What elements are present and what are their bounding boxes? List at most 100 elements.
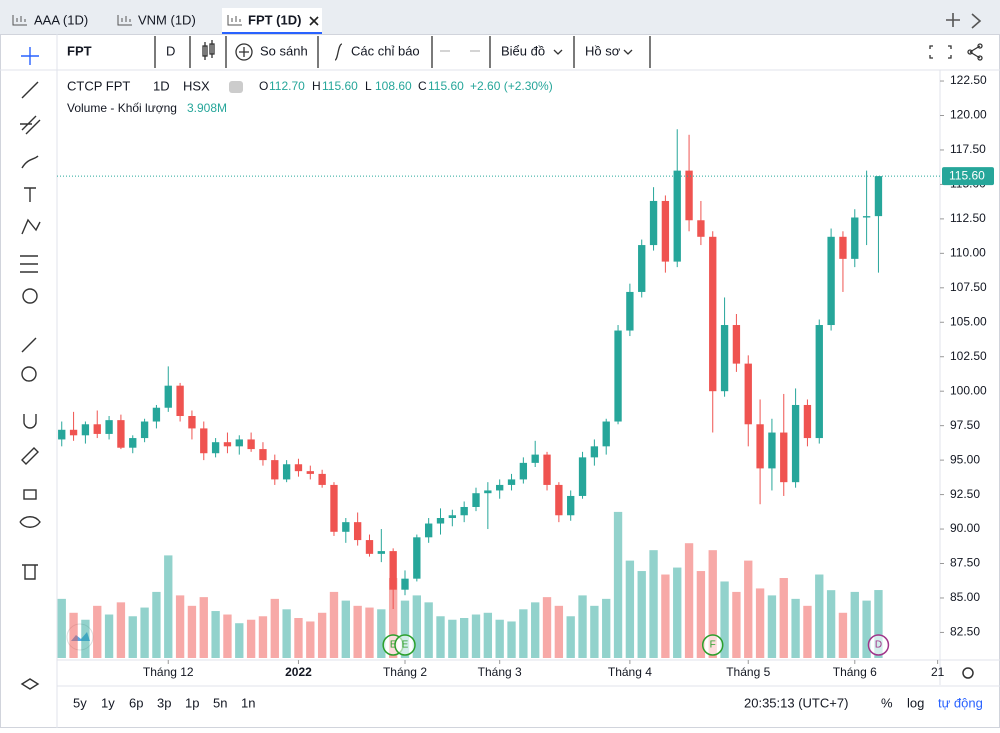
x-tick-label: 2022 xyxy=(285,665,312,679)
legend-value: 115.60 xyxy=(428,79,464,93)
candle-body xyxy=(365,540,374,554)
compare[interactable]: So sánh xyxy=(260,43,308,58)
x-tick-label: Tháng 5 xyxy=(726,665,770,679)
event-marker[interactable] xyxy=(394,634,416,656)
collapse-button[interactable] xyxy=(229,81,243,93)
volume-bar xyxy=(696,571,706,658)
range-button[interactable]: 1y xyxy=(101,695,115,710)
volume-bar xyxy=(412,595,421,658)
candle-body xyxy=(673,170,681,262)
candle-body xyxy=(709,236,717,392)
candle-body xyxy=(247,439,255,450)
event-label: F xyxy=(710,640,716,651)
y-tick-label: 82.50 xyxy=(950,625,980,639)
indicators[interactable]: Các chỉ báo xyxy=(351,43,420,58)
volume-bar xyxy=(128,616,137,658)
auto-button[interactable]: tự động xyxy=(938,695,983,710)
range-button[interactable]: 5n xyxy=(213,695,227,710)
candle-body xyxy=(330,484,338,532)
tab[interactable]: VNM (1D) xyxy=(138,12,196,27)
y-tick-label: 100.00 xyxy=(950,383,987,397)
legend-change: +2.60 (+2.30%) xyxy=(470,79,553,93)
candle-body xyxy=(200,428,208,454)
volume-bar xyxy=(779,578,788,658)
candle-body xyxy=(555,484,563,516)
settings-icon[interactable] xyxy=(962,667,974,679)
candle-body xyxy=(744,363,752,425)
volume-bar xyxy=(211,611,220,658)
candle-body xyxy=(93,424,101,434)
volume-bar xyxy=(744,560,753,658)
volume-bar xyxy=(448,619,457,658)
candle-body xyxy=(164,385,172,408)
active-tab[interactable] xyxy=(222,8,322,34)
volume-bar xyxy=(460,618,469,658)
tab[interactable]: FPT (1D) xyxy=(248,12,301,27)
candle-body xyxy=(318,473,326,485)
y-tick-label: 97.50 xyxy=(950,418,980,432)
event-label: D xyxy=(875,640,882,651)
last-price-label: 115.60 xyxy=(949,168,985,182)
volume-bar xyxy=(93,605,102,658)
event-marker[interactable] xyxy=(867,634,890,656)
candle-body xyxy=(697,220,705,237)
drawing-tools[interactable] xyxy=(19,47,41,690)
range-button[interactable]: 1p xyxy=(185,695,199,710)
symbol[interactable]: FPT xyxy=(67,43,92,58)
candle-body xyxy=(519,462,528,480)
volume-bar xyxy=(187,605,197,658)
chart-style[interactable]: Biểu đồ xyxy=(501,43,545,58)
volume-bar xyxy=(317,612,327,658)
percent-button[interactable]: % xyxy=(881,695,893,710)
y-tick-label: 117.50 xyxy=(950,142,986,156)
candle-body xyxy=(472,493,480,507)
candle-body xyxy=(152,407,161,422)
candle-body xyxy=(294,464,303,472)
candle-body xyxy=(496,484,504,491)
volume-bar xyxy=(471,614,481,658)
range-button[interactable]: 3p xyxy=(157,695,171,710)
x-tick-label: Tháng 4 xyxy=(608,665,652,679)
tab[interactable]: AAA (1D) xyxy=(34,12,88,27)
toolbar-icons xyxy=(154,36,983,68)
volume-bar xyxy=(720,581,729,658)
candle-body xyxy=(105,420,113,434)
volume-bar xyxy=(862,600,871,658)
legend-key: C xyxy=(418,79,427,93)
last-price-tag xyxy=(942,167,994,186)
candle-body xyxy=(211,442,220,454)
volume-bar xyxy=(341,600,350,658)
candle-body xyxy=(531,454,539,463)
volume-bar xyxy=(81,619,90,658)
candle-body xyxy=(851,217,859,259)
volume-bar xyxy=(803,605,812,658)
volume-bar xyxy=(104,614,114,658)
volume-bar xyxy=(590,605,599,658)
event-marker[interactable] xyxy=(701,634,724,656)
candle-body xyxy=(69,429,78,436)
event-label: E xyxy=(402,640,409,651)
candle-body xyxy=(342,522,350,532)
log-button[interactable]: log xyxy=(907,695,924,710)
candle-body xyxy=(780,432,788,483)
x-tick-label: 21 xyxy=(931,665,945,679)
volume-bar xyxy=(306,621,315,658)
interval[interactable]: D xyxy=(166,43,175,58)
candle-body xyxy=(732,325,741,364)
candle-body xyxy=(377,551,385,554)
legend-value: 112.70 xyxy=(269,79,305,93)
legend-key: H xyxy=(312,79,321,93)
tab-bar xyxy=(0,0,1000,34)
candle-body xyxy=(306,471,314,474)
candle-body xyxy=(436,518,445,524)
volume-bar xyxy=(282,609,291,658)
profile[interactable]: Hồ sơ xyxy=(585,43,621,58)
y-tick-label: 87.50 xyxy=(950,556,980,570)
range-button[interactable]: 5y xyxy=(73,695,87,710)
range-button[interactable]: 1n xyxy=(241,695,255,710)
candle-body xyxy=(460,506,468,516)
range-button[interactable]: 6p xyxy=(129,695,143,710)
volume-bar xyxy=(637,571,646,658)
tab-icons xyxy=(12,13,982,29)
volume-bar xyxy=(602,598,611,658)
